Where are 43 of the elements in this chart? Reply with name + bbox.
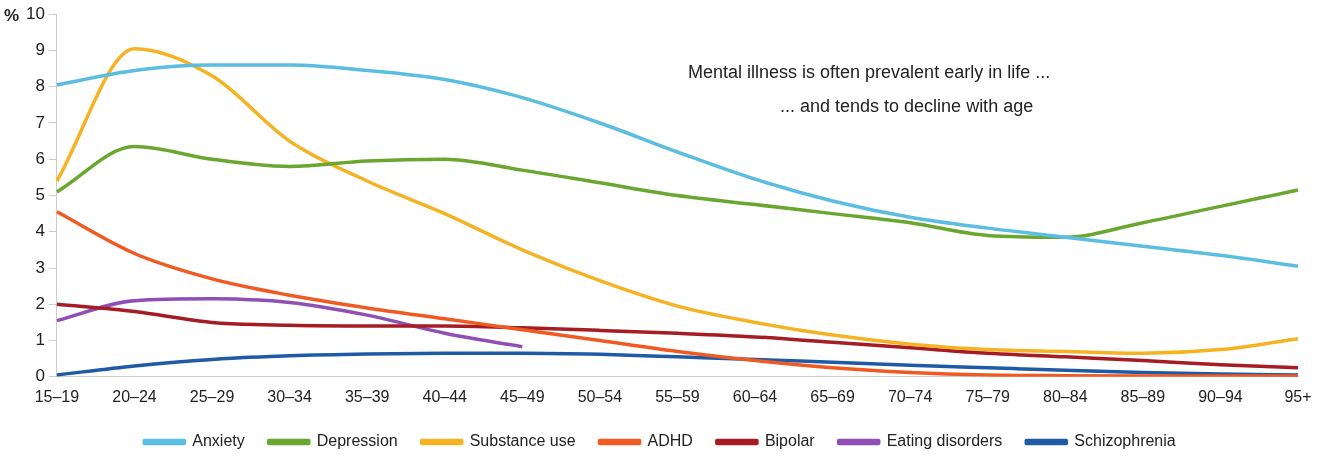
x-tick-label: 45–49 bbox=[500, 387, 545, 405]
x-tick-label: 30–34 bbox=[267, 387, 312, 405]
legend-label: Depression bbox=[316, 432, 398, 450]
x-tick-label: 95+ bbox=[1284, 387, 1312, 405]
y-tick-label: 1 bbox=[35, 330, 45, 350]
y-tick-label: 0 bbox=[35, 366, 45, 386]
line-series bbox=[55, 46, 1300, 355]
y-tick-label: 4 bbox=[35, 221, 45, 241]
y-axis-title: % bbox=[4, 6, 20, 26]
x-tick-label: 90–94 bbox=[1198, 387, 1243, 405]
annotation: ... and tends to decline with age bbox=[780, 96, 1034, 117]
x-tick-label: 75–79 bbox=[965, 387, 1011, 405]
y-tick-label: 9 bbox=[35, 40, 45, 60]
x-tick-label: 80–84 bbox=[1043, 387, 1088, 405]
x-tick-label: 50–54 bbox=[577, 387, 623, 405]
line-series bbox=[55, 63, 1300, 268]
legend-label: ADHD bbox=[647, 432, 693, 450]
y-tick-label: 3 bbox=[35, 257, 45, 277]
x-tick-label: 70–74 bbox=[887, 387, 933, 405]
legend-label: Anxiety bbox=[192, 432, 245, 450]
x-tick-label: 60–64 bbox=[732, 387, 778, 405]
x-tick-label: 40–44 bbox=[422, 387, 468, 405]
x-tick-label: 85–89 bbox=[1120, 387, 1166, 405]
legend-label: Schizophrenia bbox=[1074, 432, 1176, 450]
x-tick-label: 15–19 bbox=[34, 387, 80, 405]
legend-label: Bipolar bbox=[764, 432, 816, 450]
annotation: Mental illness is often prevalent early in life ... bbox=[688, 62, 1051, 83]
y-tick-label: 5 bbox=[35, 185, 45, 205]
y-tick-label: 6 bbox=[35, 148, 45, 168]
line-series bbox=[55, 297, 525, 349]
y-tick-label: 8 bbox=[35, 76, 45, 96]
legend-label: Substance use bbox=[469, 432, 576, 450]
line-series bbox=[55, 302, 1300, 370]
y-tick-label: 2 bbox=[35, 293, 45, 313]
x-tick-label: 25–29 bbox=[189, 387, 235, 405]
y-tick-label: 7 bbox=[35, 112, 45, 132]
legend-label: Eating disorders bbox=[886, 432, 1003, 450]
x-tick-label: 35–39 bbox=[344, 387, 390, 405]
y-tick-label: 10 bbox=[25, 3, 45, 23]
x-tick-label: 65–69 bbox=[810, 387, 855, 405]
line-series bbox=[55, 144, 1300, 239]
x-tick-label: 55–59 bbox=[655, 387, 700, 405]
x-tick-label: 20–24 bbox=[112, 387, 157, 405]
